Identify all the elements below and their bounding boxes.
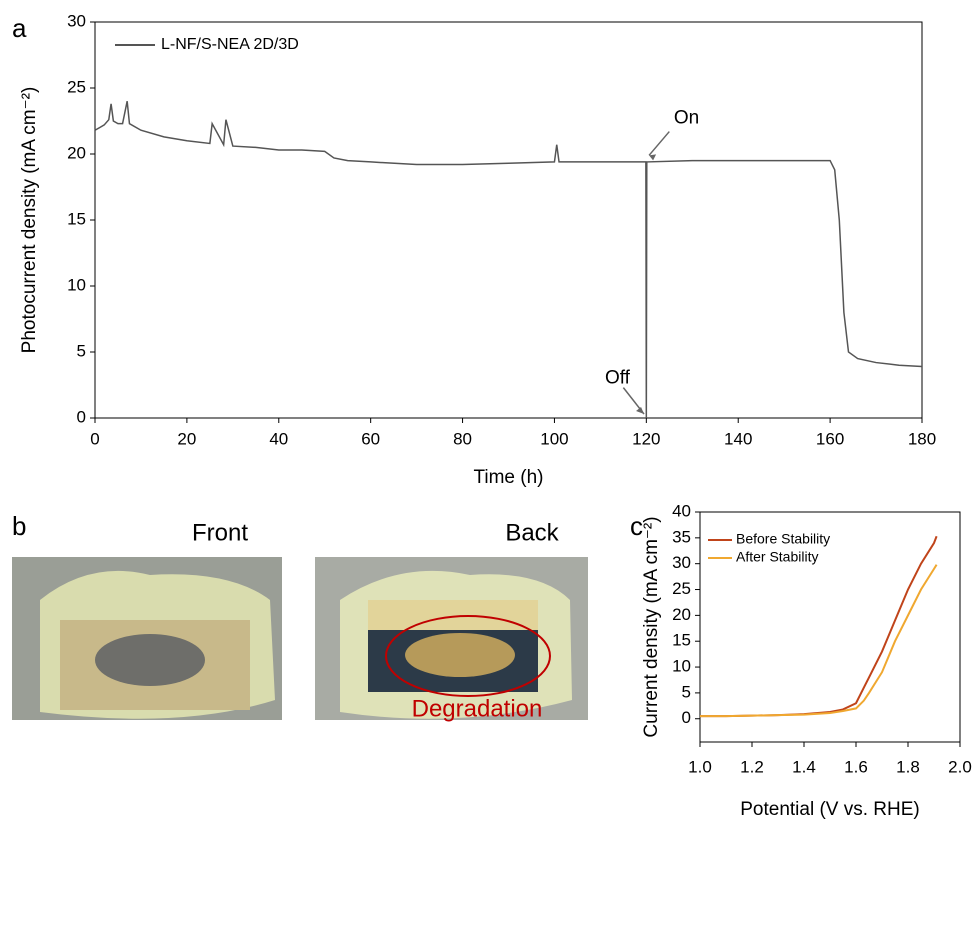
x-axis-label: Time (h) bbox=[473, 467, 543, 488]
panel-label: b bbox=[12, 511, 26, 541]
panel-label: c bbox=[630, 511, 643, 541]
annotation: Degradation bbox=[412, 695, 543, 722]
x-tick-label: 20 bbox=[177, 429, 196, 448]
y-tick-label: 25 bbox=[67, 77, 86, 96]
y-tick-label: 20 bbox=[67, 143, 86, 162]
y-tick-label: 0 bbox=[77, 407, 86, 426]
y-tick-label: 20 bbox=[672, 605, 691, 624]
data-line bbox=[700, 564, 938, 718]
data-line bbox=[94, 101, 923, 419]
x-tick-label: 1.6 bbox=[844, 757, 868, 776]
y-tick-label: 15 bbox=[672, 631, 691, 650]
legend-label: Before Stability bbox=[736, 531, 830, 547]
photos: b Front Back Degradation bbox=[12, 511, 588, 722]
y-tick-label: 15 bbox=[67, 209, 86, 228]
y-tick-label: 35 bbox=[672, 527, 691, 546]
x-tick-label: 180 bbox=[908, 429, 936, 448]
x-tick-label: 60 bbox=[361, 429, 380, 448]
y-tick-label: 5 bbox=[682, 682, 691, 701]
x-tick-label: 160 bbox=[816, 429, 844, 448]
x-tick-label: 80 bbox=[453, 429, 472, 448]
legend-label: L-NF/S-NEA 2D/3D bbox=[161, 36, 299, 53]
highlight-ellipse bbox=[385, 615, 551, 697]
y-tick-label: 25 bbox=[672, 579, 691, 598]
plot-frame bbox=[94, 21, 923, 419]
arrow-head bbox=[636, 407, 645, 415]
y-tick-label: 0 bbox=[682, 708, 691, 727]
substrate bbox=[368, 600, 538, 630]
degraded-area bbox=[405, 633, 515, 677]
x-tick-label: 2.0 bbox=[948, 757, 972, 776]
photo-title: Back bbox=[505, 519, 559, 546]
x-tick-label: 100 bbox=[540, 429, 568, 448]
y-axis-label: Current density (mA cm⁻²) bbox=[641, 516, 662, 737]
plot-frame bbox=[699, 511, 961, 743]
panel-label: a bbox=[12, 13, 27, 43]
y-tick-label: 30 bbox=[67, 11, 86, 30]
x-axis-label: Potential (V vs. RHE) bbox=[740, 799, 920, 820]
y-tick-label: 30 bbox=[672, 553, 691, 572]
y-tick-label: 5 bbox=[77, 341, 86, 360]
y-tick-label: 10 bbox=[672, 657, 691, 676]
annotation: Off bbox=[605, 367, 631, 388]
x-tick-label: 0 bbox=[90, 429, 99, 448]
x-tick-label: 140 bbox=[724, 429, 752, 448]
x-tick-label: 1.2 bbox=[740, 757, 764, 776]
x-tick-label: 40 bbox=[269, 429, 288, 448]
x-tick-label: 1.8 bbox=[896, 757, 920, 776]
x-tick-label: 1.4 bbox=[792, 757, 816, 776]
y-tick-label: 40 bbox=[672, 501, 691, 520]
arrow-head bbox=[649, 154, 657, 161]
annotation-arrow bbox=[648, 131, 670, 156]
photo-title: Front bbox=[192, 519, 248, 546]
x-tick-label: 120 bbox=[632, 429, 660, 448]
x-tick-label: 1.0 bbox=[688, 757, 712, 776]
y-tick-label: 10 bbox=[67, 275, 86, 294]
legend-label: After Stability bbox=[736, 549, 818, 565]
y-axis-label: Photocurrent density (mA cm⁻²) bbox=[19, 87, 40, 354]
electrode bbox=[95, 634, 205, 686]
annotation: On bbox=[674, 107, 699, 128]
